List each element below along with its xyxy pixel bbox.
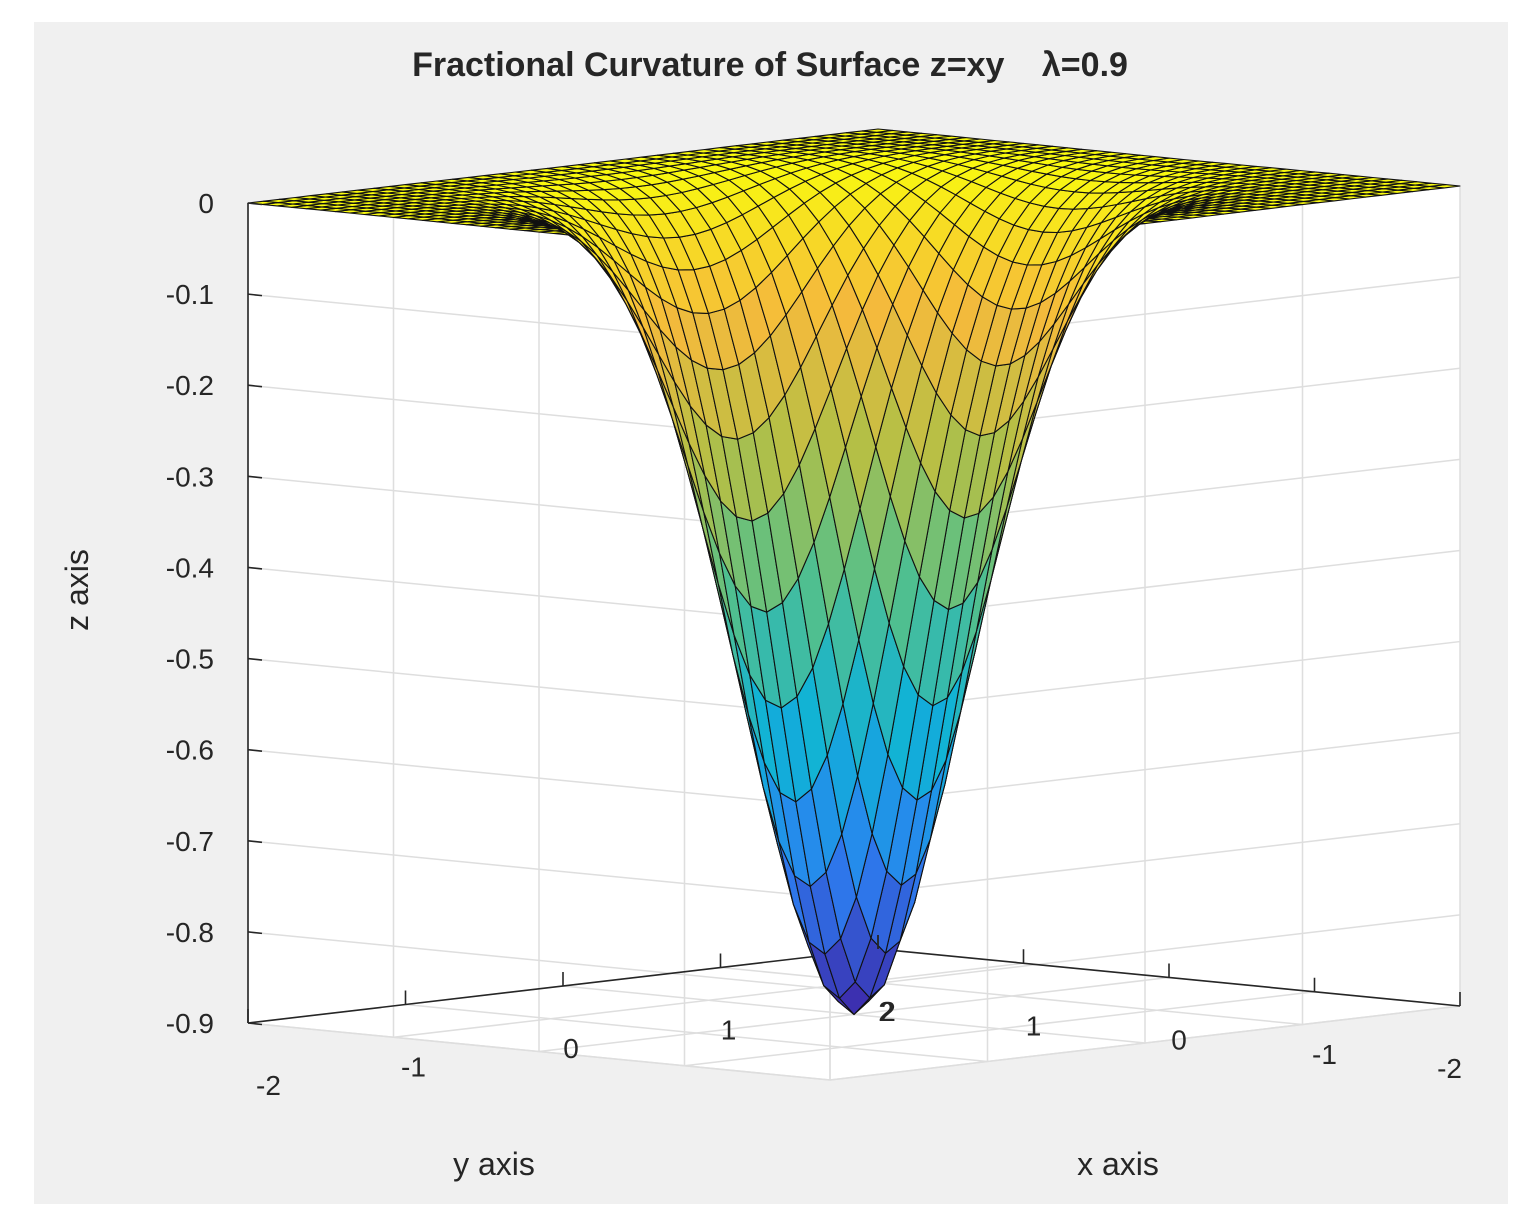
z-tick-label: -0.4 <box>166 552 214 583</box>
surface-face <box>861 128 894 133</box>
x-tick-label: -1 <box>401 1052 426 1083</box>
chart-title-param: λ=0.9 <box>1042 46 1128 84</box>
y-tick-label: 1 <box>1026 1010 1042 1041</box>
z-tick-label: 0 <box>198 188 214 219</box>
x-tick-label: 1 <box>721 1015 737 1046</box>
z-tick-label: -0.9 <box>166 1008 214 1039</box>
x-tick-label: 0 <box>563 1033 579 1064</box>
z-tick-label: -0.6 <box>166 735 214 766</box>
z-axis-label: z axis <box>59 549 95 631</box>
z-tick-mark <box>247 931 263 935</box>
y-tick-label: -1 <box>1312 1039 1337 1070</box>
y-tick-label: 2 <box>880 996 896 1027</box>
z-tick-mark <box>247 384 263 388</box>
z-tick-label: -0.3 <box>166 461 214 492</box>
z-tick-label: -0.8 <box>166 917 214 948</box>
gridline-y-floor <box>393 962 1024 1038</box>
x-axis-ticks: -2 -1 0 1 2 <box>247 935 894 1101</box>
chart-title-main: Fractional Curvature of Surface z=xy <box>412 46 1004 84</box>
y-tick-label: -2 <box>1437 1053 1462 1084</box>
x-tick-label: -2 <box>256 1070 281 1101</box>
surface-plot <box>247 128 1461 1016</box>
z-axis-ticks: 0 -0.1 -0.2 -0.3 -0.4 -0.5 -0.6 -0.7 -0.8 -0.9 <box>166 188 263 1039</box>
z-tick-mark <box>247 566 263 570</box>
y-axis-label: y axis <box>453 1146 535 1182</box>
chart-title: Fractional Curvature of Surface z=xy λ=0… <box>412 46 1128 84</box>
z-tick-label: -0.5 <box>166 644 214 675</box>
z-tick-label: -0.7 <box>166 826 214 857</box>
z-tick-mark <box>247 657 263 661</box>
y-tick-label: 0 <box>1171 1025 1187 1056</box>
z-tick-mark <box>247 748 263 752</box>
y-axis-ticks: -2 -1 0 1 2 <box>877 935 1462 1084</box>
x-axis-label: x axis <box>1077 1146 1159 1182</box>
x-tick-label: 2 <box>878 996 894 1027</box>
gridline-x-floor <box>720 966 1303 1026</box>
z-tick-label: -0.1 <box>166 279 214 310</box>
z-tick-mark <box>247 839 263 844</box>
z-tick-mark <box>247 475 263 479</box>
z-tick-mark <box>247 293 263 297</box>
z-tick-label: -0.2 <box>166 370 214 401</box>
z-tick-mark <box>247 1022 263 1026</box>
z-tick-mark <box>247 202 263 206</box>
